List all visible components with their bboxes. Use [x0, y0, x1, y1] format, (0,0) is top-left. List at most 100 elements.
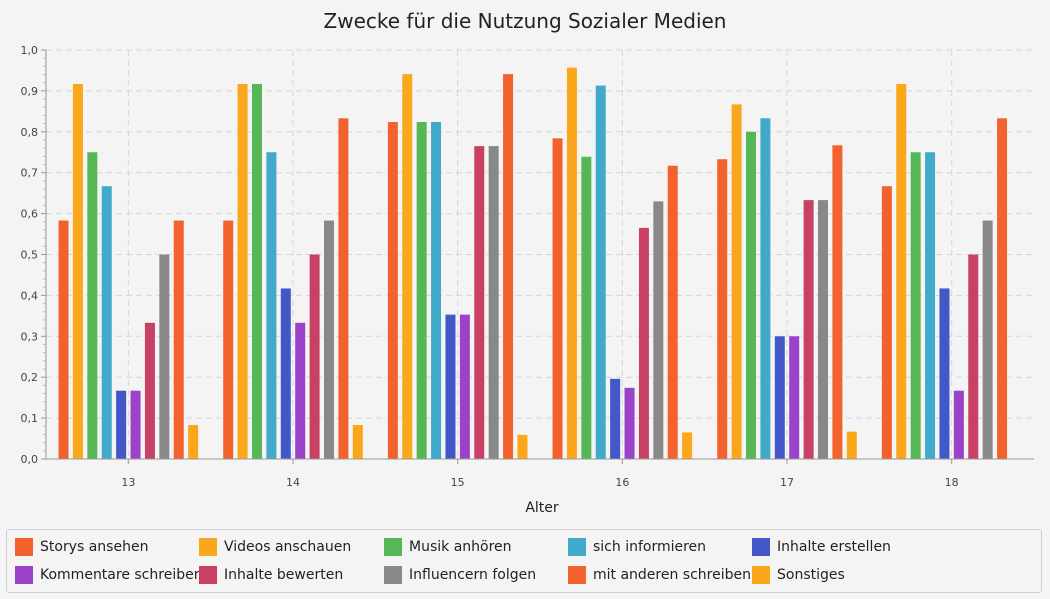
legend-swatch [15, 538, 33, 556]
bar [116, 390, 127, 459]
legend-item: Inhalte bewerten [199, 566, 343, 584]
y-tick-label: 0,0 [21, 453, 39, 466]
bar [517, 434, 528, 459]
bar [488, 146, 499, 460]
bar [173, 220, 184, 459]
bar [101, 186, 112, 459]
legend-label: Kommentare schreiben [40, 567, 203, 583]
legend-swatch [568, 538, 586, 556]
bar [997, 118, 1008, 459]
bar [731, 104, 742, 459]
bar [144, 322, 155, 459]
legend-swatch [752, 538, 770, 556]
bar [624, 387, 635, 459]
bar [252, 83, 262, 460]
bar [595, 85, 606, 459]
bar [760, 118, 771, 459]
y-tick-label: 0,6 [21, 208, 39, 221]
y-tick-label: 0,8 [21, 126, 39, 139]
bar [280, 288, 291, 459]
bar [352, 425, 363, 459]
x-tick-label: 14 [286, 476, 300, 489]
bar [925, 152, 936, 459]
chart-title: Zwecke für die Nutzung Sozialer Medien [324, 9, 727, 33]
bar [237, 83, 248, 460]
bar [188, 425, 199, 459]
bar [58, 220, 69, 459]
y-tick-label: 0,2 [21, 371, 39, 384]
bar [789, 336, 800, 459]
bar [459, 314, 470, 459]
bar [416, 121, 427, 459]
legend-item: Kommentare schreiben [15, 566, 203, 584]
y-tick-label: 0,1 [21, 412, 39, 425]
bar [581, 156, 592, 459]
x-tick-label: 17 [780, 476, 794, 489]
legend-item: Videos anschauen [199, 538, 351, 556]
bar [387, 121, 398, 459]
bar [72, 83, 83, 460]
bar [682, 432, 693, 459]
bar [338, 118, 349, 459]
legend-item: mit anderen schreiben [568, 566, 751, 584]
x-tick-label: 15 [451, 476, 465, 489]
legend-label: Inhalte erstellen [777, 539, 891, 555]
bar [474, 146, 485, 460]
legend-item: Inhalte erstellen [752, 538, 891, 556]
bar [803, 200, 814, 459]
legend-item: Influencern folgen [384, 566, 536, 584]
legend-swatch [15, 566, 33, 584]
bar [309, 254, 320, 459]
bar [402, 74, 413, 460]
legend-item: Sonstiges [752, 566, 845, 584]
legend-label: Influencern folgen [409, 567, 537, 583]
bar [881, 186, 892, 459]
legend-swatch [568, 566, 586, 584]
legend-item: sich informieren [568, 538, 706, 556]
chart-plot: Zwecke für die Nutzung Sozialer Medien 0,… [21, 9, 1034, 516]
bar [818, 200, 828, 459]
bar [953, 390, 964, 459]
y-tick-label: 0,9 [21, 85, 39, 98]
legend-label: Sonstiges [777, 567, 845, 583]
bar [87, 152, 98, 459]
bar [503, 74, 514, 460]
y-tick-label: 0,7 [21, 167, 39, 180]
bar [159, 254, 170, 459]
legend-swatch [752, 566, 770, 584]
y-tick-label: 1,0 [21, 44, 39, 57]
y-tick-label: 0,4 [21, 289, 39, 302]
legend-swatch [384, 566, 402, 584]
legend-label: Storys ansehen [40, 539, 149, 555]
x-tick-label: 13 [121, 476, 135, 489]
legend-label: sich informieren [593, 539, 707, 555]
legend-label: mit anderen schreiben [593, 567, 751, 583]
bar [667, 165, 678, 459]
bar [266, 152, 277, 459]
chart-legend: Storys ansehen Videos anschauen Musik anhö… [6, 529, 1042, 593]
bar [910, 152, 921, 459]
legend-swatch [199, 538, 217, 556]
legend-label: Musik anhören [409, 539, 512, 555]
legend-swatch [384, 538, 402, 556]
y-tick-label: 0,5 [21, 249, 39, 262]
bar [324, 220, 334, 459]
bar [896, 83, 907, 460]
bar [552, 138, 563, 459]
bar [774, 336, 785, 459]
bar [566, 67, 577, 459]
x-axis-label: Alter [525, 500, 559, 516]
bar [223, 220, 234, 459]
bar [982, 220, 993, 459]
bar [431, 121, 442, 459]
bar [610, 378, 621, 459]
bar [746, 131, 756, 460]
bar [968, 254, 979, 459]
bar [653, 201, 664, 459]
legend-swatch [199, 566, 217, 584]
legend-item: Musik anhören [384, 538, 512, 556]
legend-item: Storys ansehen [15, 538, 148, 556]
bar [638, 227, 649, 459]
x-tick-label: 16 [615, 476, 629, 489]
bar [717, 159, 728, 459]
